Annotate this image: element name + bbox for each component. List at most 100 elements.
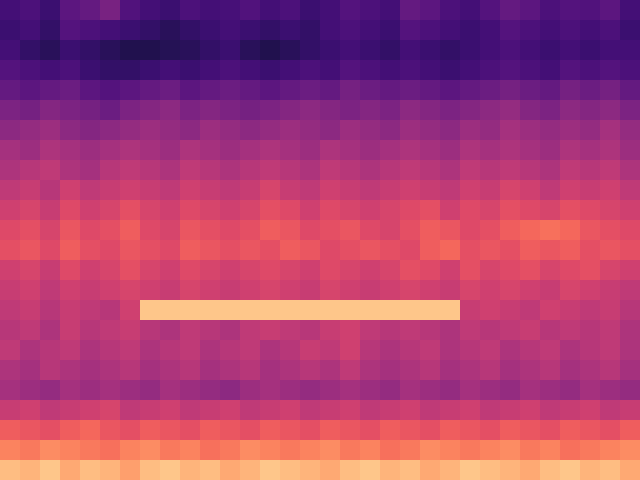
cell xyxy=(580,40,601,61)
cell xyxy=(40,260,61,281)
cell xyxy=(180,380,201,401)
cell xyxy=(260,180,281,201)
cell xyxy=(60,280,81,301)
cell xyxy=(500,120,521,141)
cell xyxy=(620,260,640,281)
cell xyxy=(140,280,161,301)
cell xyxy=(480,460,501,480)
cell xyxy=(20,0,41,21)
cell xyxy=(340,80,361,101)
cell xyxy=(580,100,601,121)
cell xyxy=(280,380,301,401)
cell xyxy=(440,140,461,161)
cell xyxy=(180,340,201,361)
cell xyxy=(420,340,441,361)
cell xyxy=(300,220,321,241)
cell xyxy=(360,460,381,480)
cell xyxy=(440,400,461,421)
cell xyxy=(180,260,201,281)
cell xyxy=(500,320,521,341)
cell xyxy=(400,320,421,341)
cell xyxy=(200,380,221,401)
cell xyxy=(540,460,561,480)
cell xyxy=(20,380,41,401)
cell xyxy=(180,200,201,221)
cell xyxy=(120,380,141,401)
cell xyxy=(440,20,461,41)
cell xyxy=(400,420,421,441)
cell xyxy=(420,440,441,461)
cell xyxy=(380,220,401,241)
cell xyxy=(340,100,361,121)
cell xyxy=(60,340,81,361)
cell xyxy=(60,380,81,401)
cell xyxy=(320,400,341,421)
cell xyxy=(160,440,181,461)
cell xyxy=(20,440,41,461)
cell xyxy=(460,340,481,361)
cell xyxy=(400,0,421,21)
cell xyxy=(280,100,301,121)
cell xyxy=(600,120,621,141)
cell xyxy=(280,0,301,21)
cell xyxy=(300,100,321,121)
cell xyxy=(300,380,321,401)
cell xyxy=(540,300,561,321)
cell xyxy=(60,460,81,480)
cell xyxy=(0,100,21,121)
cell xyxy=(340,140,361,161)
cell xyxy=(40,40,61,61)
cell xyxy=(500,240,521,261)
cell xyxy=(300,360,321,381)
cell xyxy=(20,240,41,261)
cell xyxy=(540,0,561,21)
cell xyxy=(0,0,21,21)
cell xyxy=(560,440,581,461)
cell xyxy=(200,40,221,61)
cell xyxy=(500,140,521,161)
cell xyxy=(360,60,381,81)
cell xyxy=(180,240,201,261)
cell xyxy=(280,140,301,161)
cell xyxy=(140,0,161,21)
cell xyxy=(0,340,21,361)
cell xyxy=(60,180,81,201)
cell xyxy=(160,0,181,21)
cell xyxy=(40,320,61,341)
cell xyxy=(100,440,121,461)
cell xyxy=(560,20,581,41)
cell xyxy=(380,440,401,461)
cell xyxy=(400,360,421,381)
cell xyxy=(200,280,221,301)
cell xyxy=(220,200,241,221)
cell xyxy=(460,400,481,421)
cell xyxy=(620,120,640,141)
cell xyxy=(180,100,201,121)
cell xyxy=(160,20,181,41)
cell xyxy=(480,220,501,241)
cell xyxy=(620,420,640,441)
cell xyxy=(600,140,621,161)
cell xyxy=(240,120,261,141)
cell xyxy=(120,200,141,221)
cell xyxy=(260,360,281,381)
cell xyxy=(400,440,421,461)
cell xyxy=(120,320,141,341)
cell xyxy=(280,440,301,461)
cell xyxy=(240,320,261,341)
cell xyxy=(360,0,381,21)
cell xyxy=(420,180,441,201)
cell xyxy=(600,20,621,41)
cell xyxy=(60,260,81,281)
cell xyxy=(240,200,261,221)
cell xyxy=(580,260,601,281)
cell xyxy=(140,360,161,381)
cell xyxy=(220,320,241,341)
cell xyxy=(620,400,640,421)
cell xyxy=(100,260,121,281)
cell xyxy=(480,140,501,161)
cell xyxy=(240,460,261,480)
cell xyxy=(240,20,261,41)
cell xyxy=(80,80,101,101)
cell xyxy=(400,40,421,61)
